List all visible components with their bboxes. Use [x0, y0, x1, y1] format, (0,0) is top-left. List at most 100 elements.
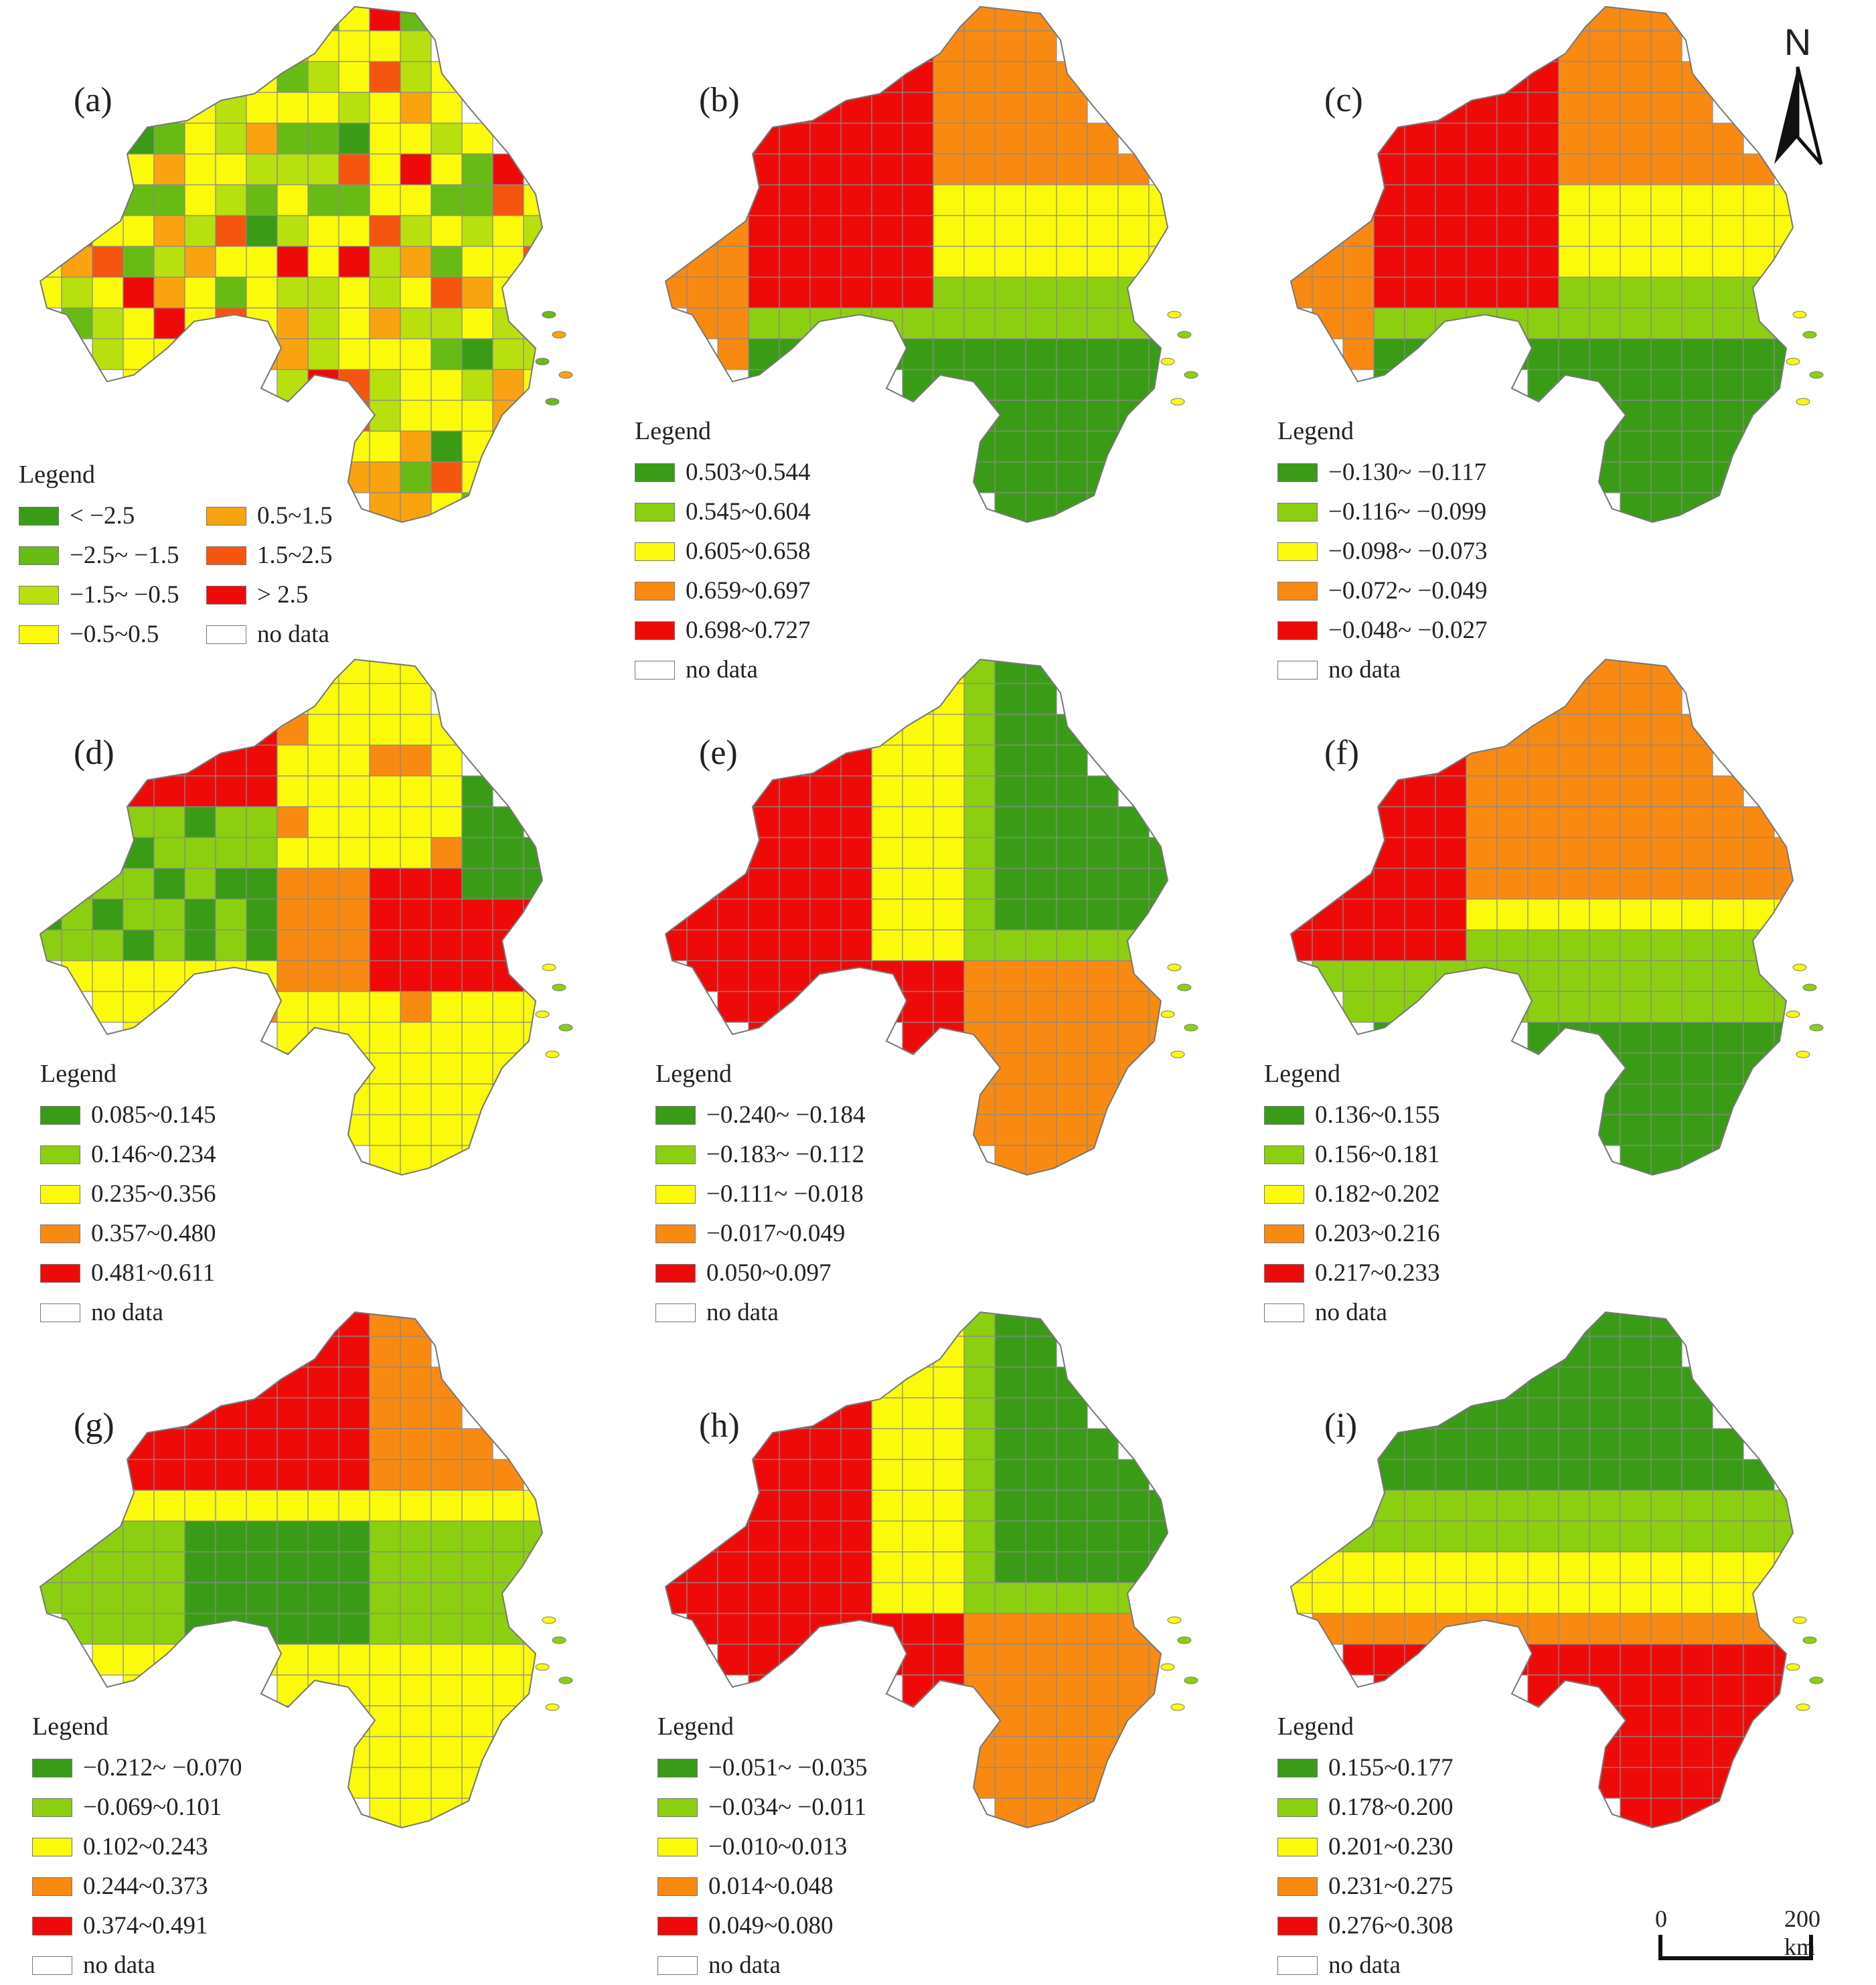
county-region — [215, 1582, 247, 1614]
county-region — [1681, 775, 1713, 807]
legend-label: −0.017~0.049 — [706, 1220, 846, 1247]
county-region — [963, 991, 996, 1023]
legend-label: 0.050~0.097 — [706, 1259, 832, 1287]
county-region — [1056, 123, 1088, 155]
county-region — [400, 1520, 432, 1553]
county-region — [1148, 1674, 1168, 1706]
county-region — [1681, 1520, 1713, 1553]
county-region — [461, 837, 493, 869]
county-region — [933, 1674, 965, 1706]
county-region — [933, 246, 965, 278]
county-region — [1117, 307, 1150, 339]
county-region — [1025, 991, 1057, 1023]
county-region — [994, 61, 1026, 93]
county-region — [1620, 868, 1652, 900]
county-region — [1373, 246, 1405, 278]
county-region — [461, 960, 493, 992]
county-region — [61, 929, 93, 961]
county-region — [307, 1613, 339, 1645]
county-region — [1087, 960, 1119, 992]
county-region — [369, 7, 401, 31]
county-region — [1527, 184, 1559, 216]
county-region — [963, 1459, 996, 1491]
county-region — [246, 246, 278, 278]
county-region — [840, 123, 872, 155]
county-region — [1527, 153, 1559, 185]
county-region — [1620, 1736, 1652, 1768]
county-region — [369, 714, 401, 746]
county-region — [431, 1736, 463, 1768]
county-region — [461, 1428, 493, 1460]
county-region — [1466, 1551, 1498, 1583]
panel-label: (g) — [74, 1407, 114, 1445]
county-region — [338, 1551, 370, 1583]
county-region — [215, 123, 247, 155]
county-region — [1712, 898, 1744, 931]
county-region — [1620, 1582, 1652, 1614]
county-region — [1743, 1736, 1775, 1768]
legend-title: Legend — [657, 1713, 734, 1741]
county-region — [400, 92, 432, 124]
county-region — [1712, 1520, 1744, 1553]
county-region — [1650, 461, 1683, 493]
legend-title: Legend — [1264, 1060, 1340, 1088]
county-region — [1404, 123, 1436, 155]
county-region — [686, 307, 718, 339]
county-region — [369, 153, 401, 185]
county-region — [492, 1052, 524, 1085]
legend-item: −0.130~ −0.117 — [1277, 453, 1488, 492]
legend-item: −0.240~ −0.184 — [655, 1095, 866, 1135]
county-region — [369, 929, 401, 961]
county-region — [492, 960, 524, 992]
county-region — [871, 898, 903, 931]
county-region — [400, 1613, 432, 1645]
county-region — [779, 92, 811, 124]
county-region — [1589, 369, 1621, 401]
county-region — [1527, 1520, 1559, 1553]
map-panel: (e) Legend −0.240~ −0.184 −0.183~ −0.112 −0.… — [625, 653, 1251, 1326]
legend-swatch — [32, 1798, 72, 1817]
county-region — [686, 215, 718, 247]
county-region — [1681, 369, 1713, 401]
choropleth-map — [1289, 5, 1824, 524]
county-region — [1712, 1114, 1744, 1146]
county-region — [215, 215, 247, 247]
map-panel: (c) Legend −0.130~ −0.117 −0.116~ −0.099 −0.… — [1251, 0, 1876, 684]
county-region — [1589, 991, 1621, 1023]
county-region — [1558, 246, 1590, 278]
county-region — [779, 1490, 811, 1522]
county-region — [1589, 1114, 1621, 1146]
county-region — [400, 369, 432, 401]
county-region — [369, 659, 401, 684]
county-region — [523, 1520, 542, 1553]
county-region — [1148, 1022, 1168, 1054]
county-region — [1404, 991, 1436, 1023]
county-region — [1087, 1083, 1119, 1115]
county-region — [338, 1312, 370, 1337]
legend: Legend −0.130~ −0.117 −0.116~ −0.099 −0.098… — [1277, 412, 1488, 690]
legend-item: −1.5~ −0.5 — [19, 575, 206, 615]
county-region — [1496, 92, 1529, 124]
legend-item: 0.201~0.230 — [1277, 1827, 1454, 1867]
county-region — [963, 714, 996, 746]
county-region — [1496, 153, 1529, 185]
county-region — [1589, 1705, 1621, 1737]
county-region — [1589, 1767, 1621, 1799]
county-region — [431, 246, 463, 278]
county-region — [461, 1114, 493, 1146]
county-region — [1342, 276, 1375, 309]
county-region — [1743, 307, 1775, 339]
county-region — [1712, 276, 1744, 309]
county-region — [809, 307, 842, 339]
county-region — [338, 1705, 370, 1737]
legend: Legend < −2.5 0.5~1.5 −2.5~ −1.5 1.5~2.5 −1.5… — [19, 455, 367, 654]
county-region — [809, 929, 842, 961]
county-region — [1435, 775, 1467, 807]
county-region — [871, 744, 903, 777]
county-region — [963, 1613, 996, 1645]
legend-item: no data — [655, 1293, 866, 1332]
county-region — [400, 837, 432, 869]
county-region — [338, 960, 370, 992]
legend-item: −0.183~ −0.112 — [655, 1135, 866, 1174]
county-region — [1712, 1613, 1744, 1645]
